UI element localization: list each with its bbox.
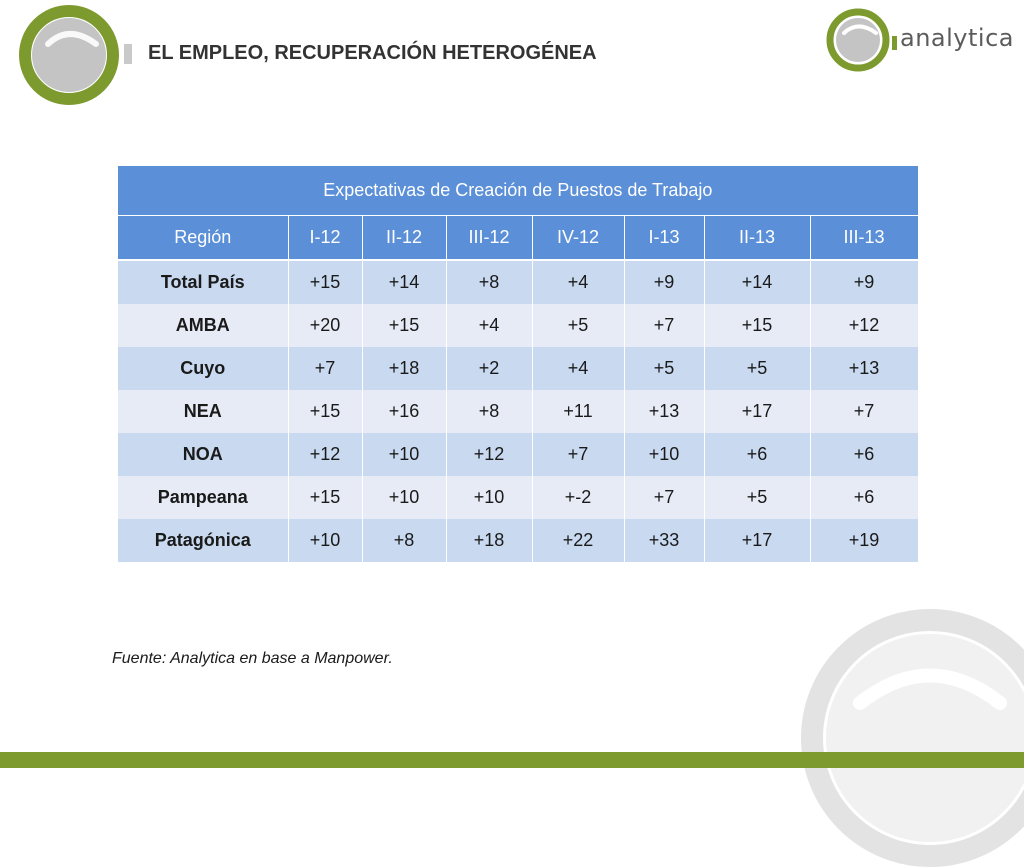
value-cell: +4 [532,260,625,304]
value-cell: +14 [362,260,447,304]
region-cell: NOA [118,433,289,476]
column-header: II-13 [704,215,811,261]
value-cell: +6 [704,433,811,476]
value-cell: +7 [532,433,625,476]
column-header: III-12 [446,215,533,261]
value-cell: +4 [446,304,533,347]
column-header: II-12 [362,215,447,261]
table-row: Pampeana +15 +10 +10 +-2 +7 +5 +6 [118,476,919,519]
employment-expectations-table: Expectativas de Creación de Puestos de T… [118,166,919,562]
analytica-logo-icon [826,8,897,72]
value-cell: +14 [704,260,811,304]
value-cell: +19 [810,519,919,562]
value-cell: +9 [624,260,705,304]
source-note: Fuente: Analytica en base a Manpower. [112,650,393,667]
value-cell: +15 [362,304,447,347]
table-row: NEA +15 +16 +8 +11 +13 +17 +7 [118,390,919,433]
table-row: Cuyo +7 +18 +2 +4 +5 +5 +13 [118,347,919,390]
column-header: III-13 [810,215,919,261]
value-cell: +5 [704,347,811,390]
region-cell: NEA [118,390,289,433]
value-cell: +8 [362,519,447,562]
decorative-ring-icon [801,609,1024,867]
ring-logo-icon [19,5,119,105]
value-cell: +5 [532,304,625,347]
value-cell: +10 [446,476,533,519]
value-cell: +5 [624,347,705,390]
value-cell: +13 [624,390,705,433]
column-header: I-13 [624,215,705,261]
value-cell: +15 [288,476,363,519]
table-row: NOA +12 +10 +12 +7 +10 +6 +6 [118,433,919,476]
table-row: Total País +15 +14 +8 +4 +9 +14 +9 [118,260,919,304]
value-cell: +12 [810,304,919,347]
value-cell: +13 [810,347,919,390]
value-cell: +15 [704,304,811,347]
value-cell: +11 [532,390,625,433]
value-cell: +10 [624,433,705,476]
value-cell: +2 [446,347,533,390]
value-cell: +12 [288,433,363,476]
value-cell: +12 [446,433,533,476]
column-header: Región [118,215,289,261]
page-title: EL EMPLEO, RECUPERACIÓN HETEROGÉNEA [148,42,597,64]
value-cell: +9 [810,260,919,304]
value-cell: +7 [624,476,705,519]
value-cell: +4 [532,347,625,390]
region-cell: Cuyo [118,347,289,390]
region-cell: Patagónica [118,519,289,562]
value-cell: +15 [288,260,363,304]
value-cell: +6 [810,476,919,519]
value-cell: +10 [362,476,447,519]
value-cell: +7 [810,390,919,433]
value-cell: +8 [446,260,533,304]
value-cell: +10 [362,433,447,476]
column-header: IV-12 [532,215,625,261]
value-cell: +7 [288,347,363,390]
value-cell: +18 [446,519,533,562]
region-cell: AMBA [118,304,289,347]
value-cell: +15 [288,390,363,433]
value-cell: +7 [624,304,705,347]
value-cell: +10 [288,519,363,562]
value-cell: +8 [446,390,533,433]
column-header: I-12 [288,215,363,261]
region-cell: Pampeana [118,476,289,519]
value-cell: +17 [704,519,811,562]
value-cell: +18 [362,347,447,390]
value-cell: +6 [810,433,919,476]
title-accent-bar [124,44,132,64]
value-cell: +33 [624,519,705,562]
value-cell: +16 [362,390,447,433]
brand-name: analytica [900,24,1014,52]
bottom-accent-bar [0,752,1024,768]
table-caption: Expectativas de Creación de Puestos de T… [118,166,919,216]
value-cell: +-2 [532,476,625,519]
region-cell: Total País [118,260,289,304]
value-cell: +20 [288,304,363,347]
value-cell: +5 [704,476,811,519]
table-row: AMBA +20 +15 +4 +5 +7 +15 +12 [118,304,919,347]
value-cell: +17 [704,390,811,433]
table-row: Patagónica +10 +8 +18 +22 +33 +17 +19 [118,519,919,562]
value-cell: +22 [532,519,625,562]
